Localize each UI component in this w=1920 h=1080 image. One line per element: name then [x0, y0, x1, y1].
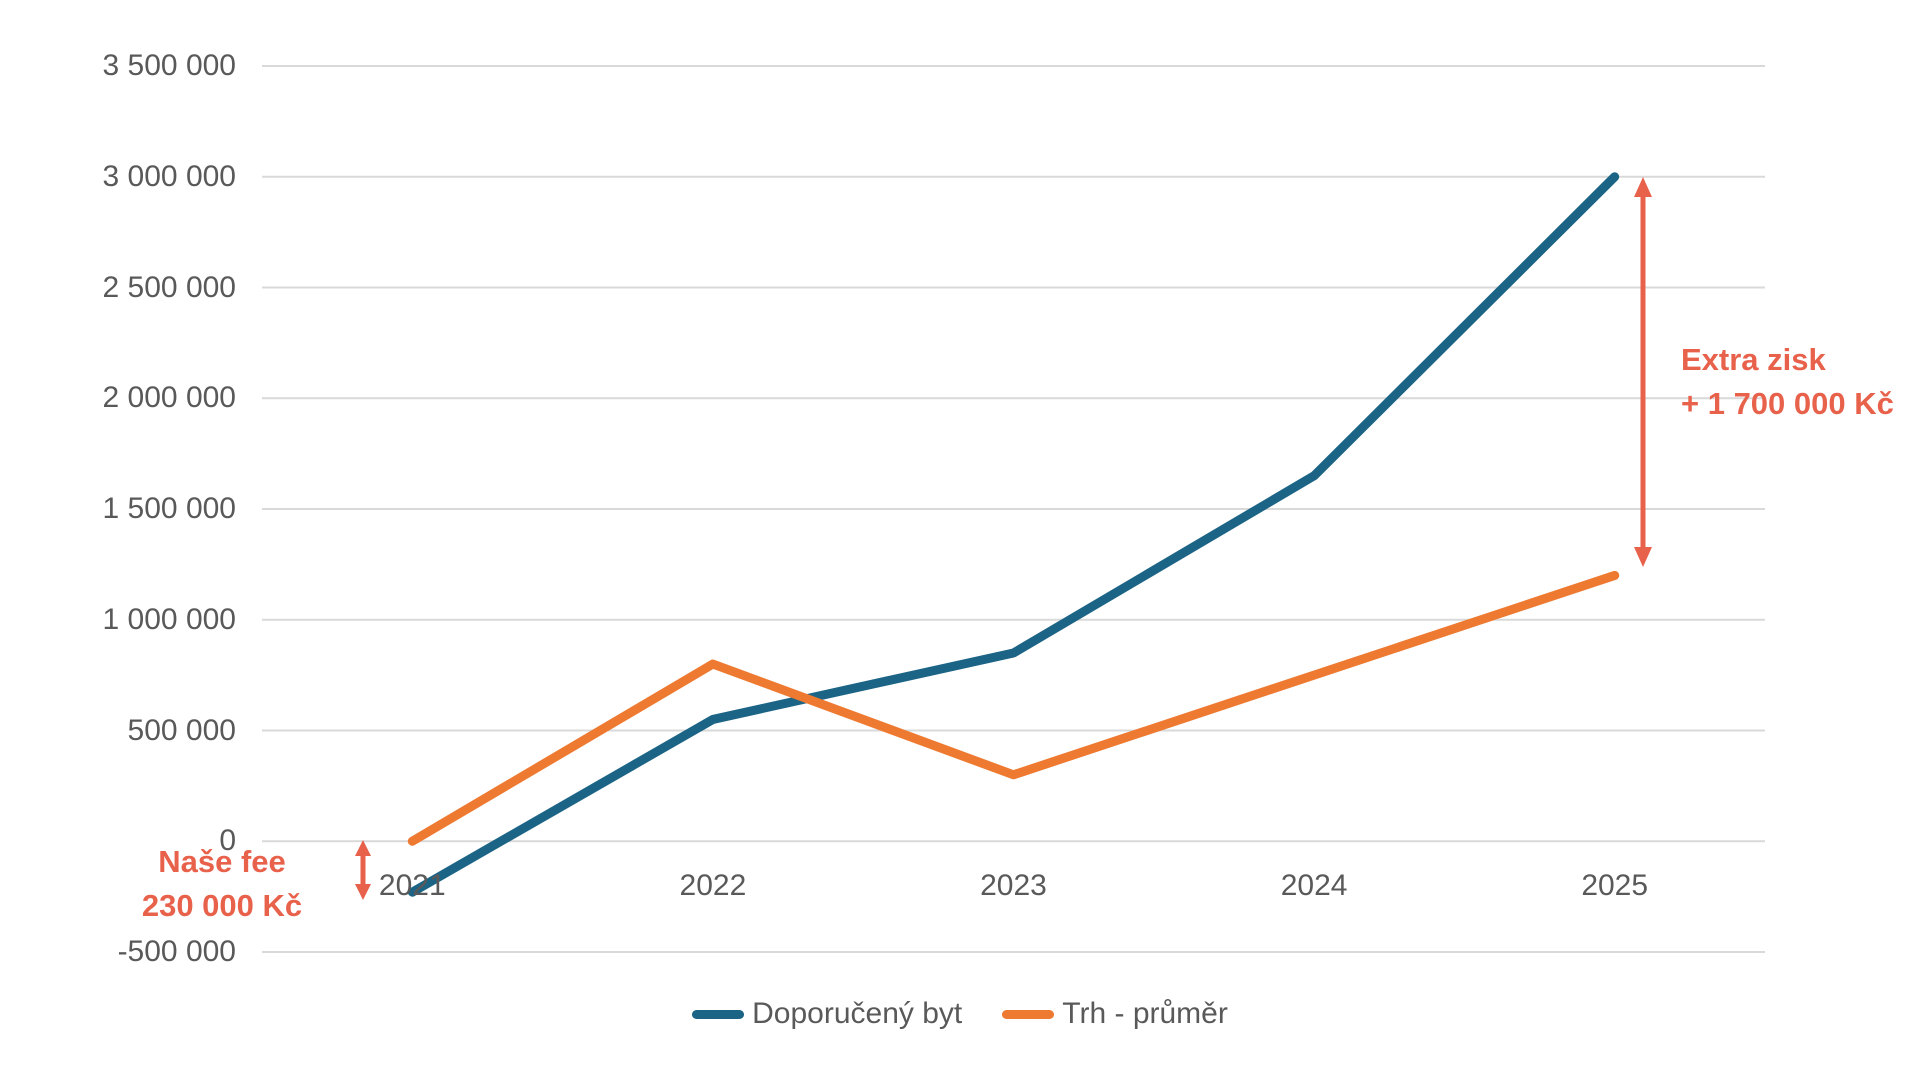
legend: Doporučený byt Trh - průměr — [0, 992, 1920, 1036]
x-axis-tick-label: 2021 — [378, 869, 446, 902]
fee-annotation-line1: Naše fee — [158, 844, 286, 879]
series-line-trh-pr-m-r — [407, 570, 1620, 846]
y-axis-tick-label: 2 000 000 — [102, 381, 236, 415]
extra-zisk-arrow — [1634, 177, 1652, 567]
fee-annotation-line2: 230 000 Kč — [141, 888, 303, 923]
x-axis-tick-label: 2022 — [679, 869, 747, 902]
y-axis-tick-label: 500 000 — [127, 713, 236, 747]
y-axis-tick-label: 3 000 000 — [102, 159, 236, 193]
x-axis-tick-label: 2024 — [1280, 869, 1348, 902]
x-axis-tick-label: 2023 — [980, 869, 1047, 902]
legend-line-swatch — [692, 1009, 745, 1019]
legend-item-trh-pr-m-r: Trh - průměr — [1002, 997, 1228, 1031]
y-axis-tick-label: 0 — [219, 824, 236, 858]
y-axis-tick-label: 1 500 000 — [102, 492, 236, 525]
series-line-doporu-en-byt — [407, 172, 1620, 897]
legend-label: Trh - průměr — [1062, 997, 1228, 1030]
extra-zisk-annotation: Extra zisk + 1 700 000 Kč — [1681, 338, 1894, 426]
x-axis-tick-label: 2025 — [1581, 869, 1649, 902]
extra-zisk-annotation-line1: Extra zisk — [1681, 342, 1826, 377]
y-axis-tick-label: 2 500 000 — [102, 270, 236, 304]
y-axis-tick-label: 3 500 000 — [102, 49, 236, 82]
legend-line-swatch — [1002, 1009, 1055, 1019]
y-axis-tick-label: 1 000 000 — [102, 602, 236, 636]
fee-annotation: Naše fee 230 000 Kč — [92, 840, 352, 928]
legend-item-doporu-en-byt: Doporučený byt — [692, 997, 962, 1031]
y-axis-tick-label: -500 000 — [117, 935, 236, 968]
legend-label: Doporučený byt — [752, 997, 963, 1030]
extra-zisk-annotation-line2: + 1 700 000 Kč — [1681, 386, 1894, 421]
